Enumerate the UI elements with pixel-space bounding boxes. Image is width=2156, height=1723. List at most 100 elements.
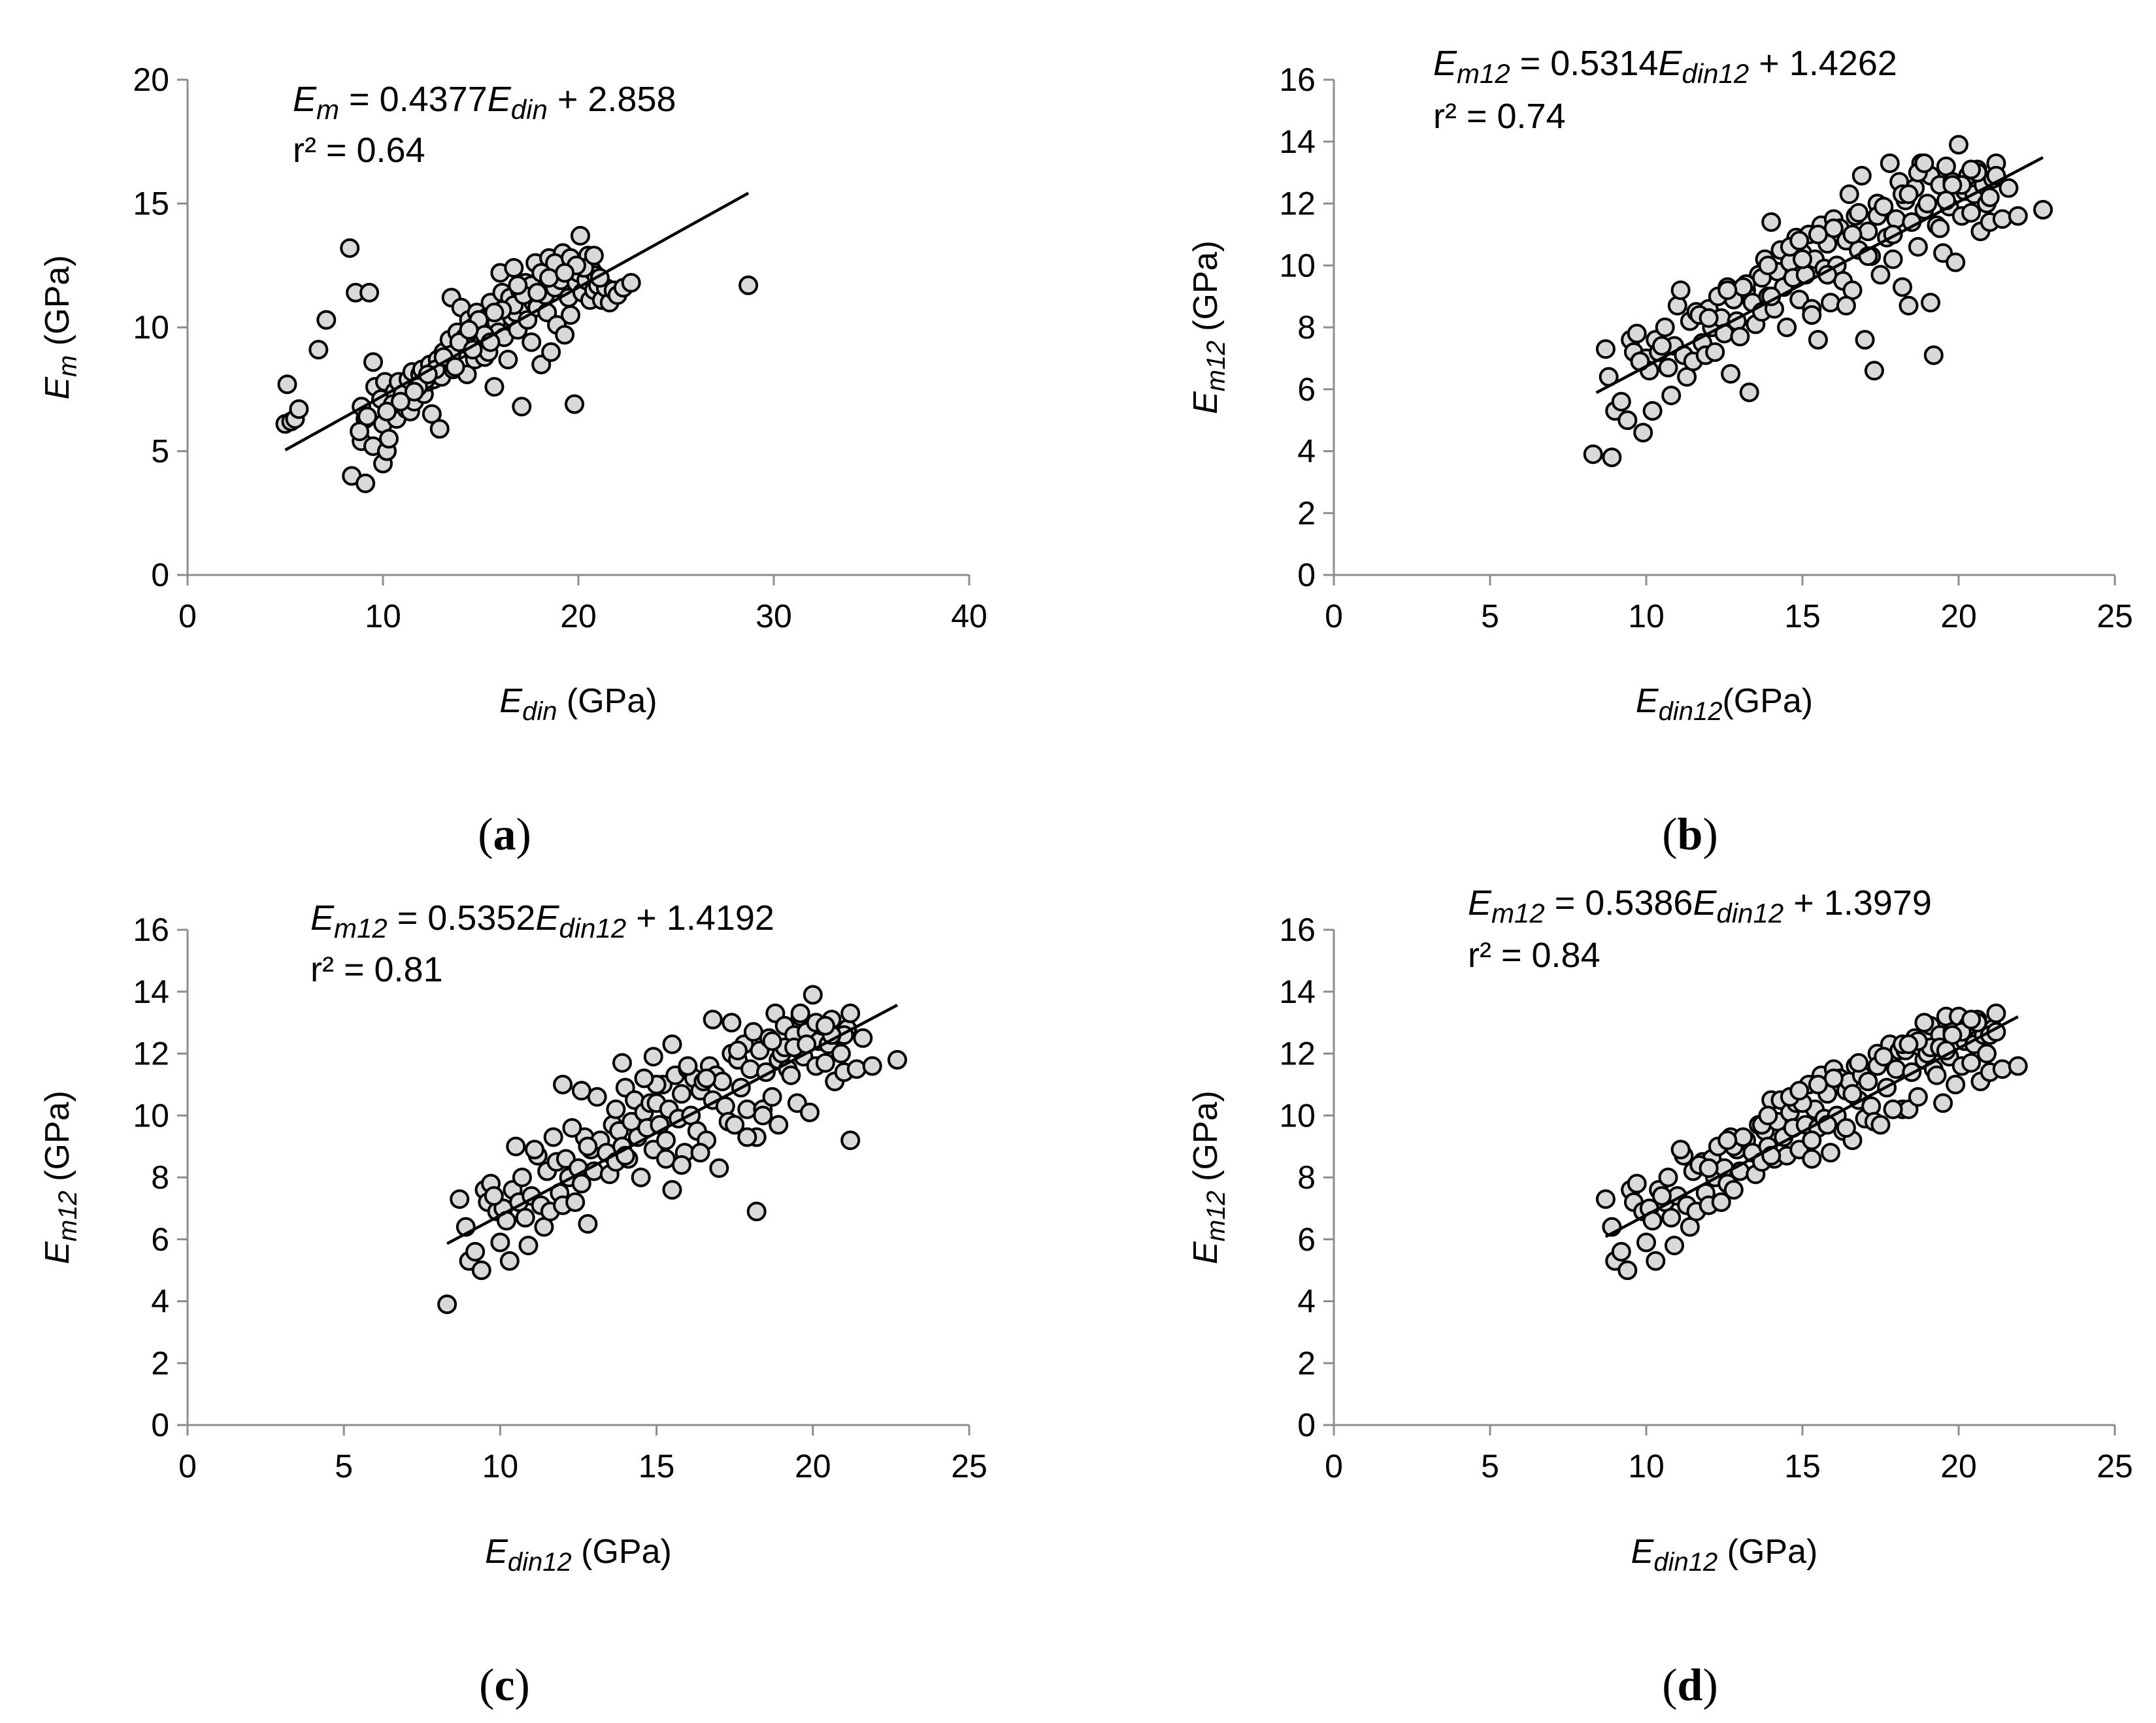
panel-label-letter: d bbox=[1678, 1660, 1703, 1711]
data-point bbox=[1980, 188, 2000, 207]
x-axis-title-symbol: E bbox=[1631, 1533, 1655, 1571]
data-point bbox=[1802, 305, 1822, 325]
data-point bbox=[753, 1106, 773, 1126]
data-point bbox=[1961, 1009, 1982, 1030]
data-point bbox=[1858, 222, 1878, 242]
data-point bbox=[1651, 1186, 1672, 1206]
data-point bbox=[656, 1130, 676, 1151]
data-point bbox=[571, 1173, 591, 1194]
data-point bbox=[1595, 1189, 1616, 1209]
data-point bbox=[498, 350, 518, 370]
data-point bbox=[800, 1102, 820, 1123]
data-point bbox=[1849, 203, 1868, 223]
x-axis-title: Edin12 (GPa) bbox=[1631, 1533, 1818, 1577]
data-point bbox=[1739, 382, 1759, 402]
data-point bbox=[1842, 1084, 1863, 1104]
y-axis-title-symbol: E bbox=[1187, 1241, 1225, 1264]
panel-label-close: ) bbox=[516, 810, 531, 860]
x-axis-title: Edin12 (GPa) bbox=[485, 1533, 672, 1577]
data-point bbox=[1808, 224, 1828, 244]
equation-lhs: E bbox=[310, 898, 335, 938]
panel-label-letter: b bbox=[1678, 810, 1703, 860]
data-point bbox=[356, 473, 376, 493]
data-point bbox=[846, 1059, 867, 1079]
data-point bbox=[1642, 401, 1663, 421]
x-axis-title-unit: (GPa) bbox=[1717, 1533, 1817, 1571]
data-point bbox=[506, 1136, 526, 1157]
panel-label: (d) bbox=[1662, 1660, 1718, 1711]
y-tick-label: 0 bbox=[151, 557, 169, 593]
x-axis-title-subscript: din12 bbox=[1653, 1548, 1717, 1577]
data-point bbox=[1617, 410, 1638, 431]
equation-variable: E bbox=[535, 898, 559, 938]
equation-lhs-subscript: m bbox=[316, 94, 339, 125]
equation-lhs: E bbox=[293, 80, 317, 119]
data-point bbox=[1977, 1043, 1997, 1064]
x-tick-label: 10 bbox=[1628, 1448, 1665, 1485]
data-point bbox=[1961, 159, 1982, 180]
data-point bbox=[553, 1074, 573, 1094]
data-point bbox=[404, 382, 424, 402]
y-tick-label: 8 bbox=[151, 1159, 169, 1196]
data-point bbox=[737, 1127, 757, 1147]
x-tick-label: 15 bbox=[1784, 1448, 1821, 1485]
data-point bbox=[445, 357, 465, 377]
data-point bbox=[1646, 1251, 1666, 1271]
y-tick-label: 0 bbox=[1297, 1407, 1316, 1443]
trend-line bbox=[284, 191, 750, 451]
y-tick-label: 16 bbox=[1279, 61, 1316, 98]
trend-line bbox=[446, 1004, 899, 1245]
data-point bbox=[1874, 197, 1894, 217]
data-point bbox=[671, 1155, 691, 1175]
data-point bbox=[1661, 386, 1682, 406]
x-tick-label: 0 bbox=[1325, 1448, 1343, 1485]
data-point bbox=[450, 1189, 470, 1209]
data-point bbox=[690, 1143, 710, 1163]
y-tick-label: 0 bbox=[151, 1407, 169, 1443]
data-point bbox=[1908, 237, 1928, 257]
data-point bbox=[1627, 323, 1647, 344]
y-tick-label: 14 bbox=[133, 974, 169, 1010]
data-point bbox=[703, 1009, 723, 1030]
data-point bbox=[565, 394, 584, 414]
data-point bbox=[565, 1192, 586, 1212]
data-point bbox=[289, 399, 309, 419]
data-point bbox=[504, 258, 524, 278]
y-axis-title-unit: (GPa) bbox=[39, 1091, 76, 1190]
y-tick-label: 10 bbox=[133, 1097, 169, 1134]
regression-equation: Em12 = 0.5352Edin12 + 1.4192 bbox=[310, 898, 774, 944]
data-point bbox=[1733, 277, 1753, 297]
data-point bbox=[1730, 327, 1750, 347]
y-axis-title-subscript: m12 bbox=[54, 1190, 82, 1241]
data-point bbox=[1893, 277, 1912, 297]
x-axis-title-subscript: din12 bbox=[1659, 697, 1723, 726]
data-point bbox=[1851, 165, 1872, 186]
panel-label-close: ) bbox=[515, 1660, 530, 1711]
x-axis-title-unit: (GPa) bbox=[572, 1533, 672, 1571]
data-point bbox=[1636, 1232, 1656, 1253]
y-axis-title-unit: (GPa) bbox=[39, 255, 76, 355]
data-point bbox=[1961, 203, 1982, 223]
data-point bbox=[1914, 1013, 1934, 1033]
x-tick-label: 15 bbox=[1784, 598, 1821, 634]
data-point bbox=[1633, 423, 1653, 443]
data-point bbox=[1655, 318, 1675, 337]
equation-slope: = 0.5314 bbox=[1510, 44, 1659, 83]
data-point bbox=[1711, 1192, 1731, 1212]
data-point bbox=[1842, 224, 1863, 244]
x-axis-title-unit: (GPa) bbox=[1722, 682, 1813, 720]
data-point bbox=[1651, 336, 1672, 356]
y-tick-label: 10 bbox=[1279, 1097, 1316, 1134]
x-tick-label: 15 bbox=[639, 1448, 675, 1485]
data-point bbox=[606, 1099, 626, 1119]
data-point bbox=[662, 1180, 682, 1200]
data-point bbox=[308, 340, 329, 360]
data-point bbox=[1670, 280, 1691, 301]
data-point bbox=[1777, 318, 1797, 337]
panel-label-open: ( bbox=[1662, 810, 1677, 860]
data-point bbox=[725, 1115, 745, 1135]
data-point bbox=[1595, 339, 1616, 359]
data-point bbox=[584, 246, 604, 266]
